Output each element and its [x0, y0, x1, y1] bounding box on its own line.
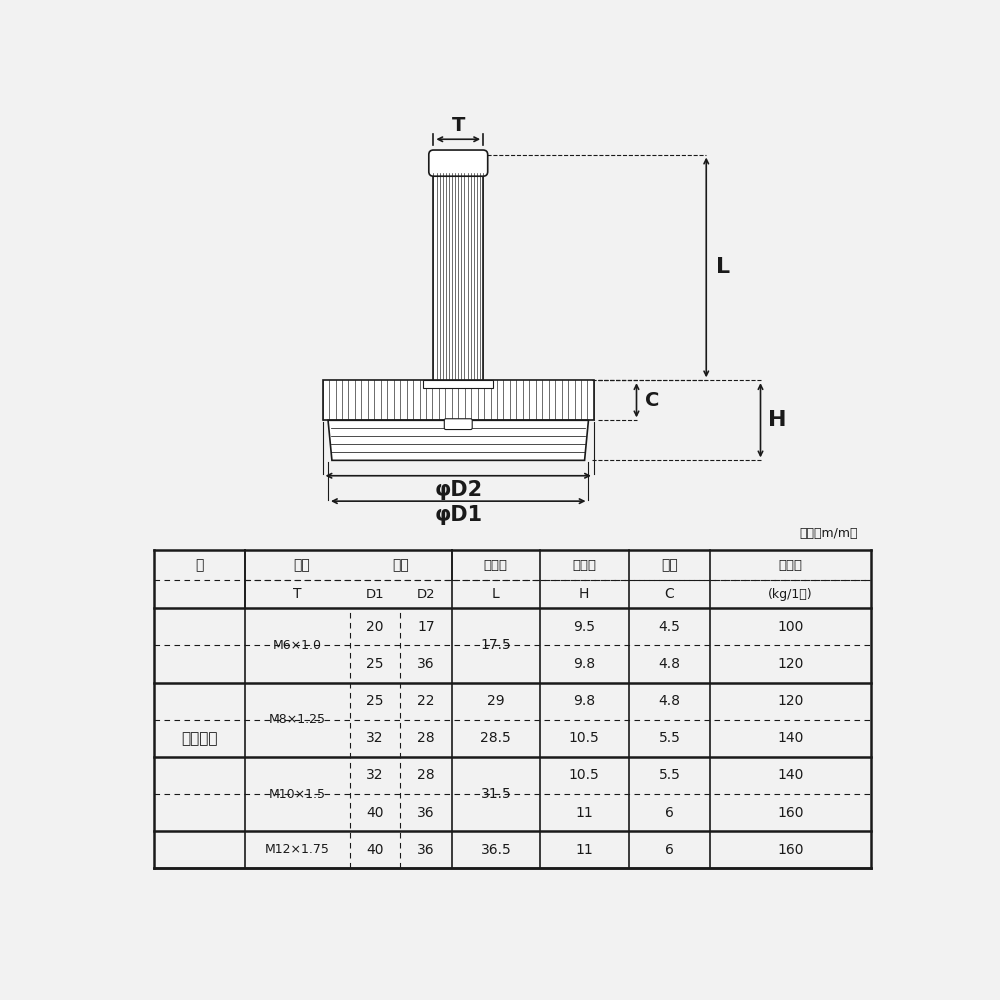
Text: 36: 36 — [417, 806, 435, 820]
Text: 140: 140 — [777, 731, 804, 745]
Text: 40: 40 — [366, 843, 384, 857]
Text: 160: 160 — [777, 806, 804, 820]
Text: L: L — [716, 257, 730, 277]
Text: 28: 28 — [417, 768, 435, 782]
Text: 31.5: 31.5 — [480, 787, 511, 801]
FancyBboxPatch shape — [429, 150, 488, 176]
Text: 単位（m/m）: 単位（m/m） — [799, 527, 857, 540]
Text: 20: 20 — [366, 620, 384, 634]
Text: 座径: 座径 — [393, 558, 409, 572]
Text: 160: 160 — [777, 843, 804, 857]
Text: φD1: φD1 — [434, 505, 482, 525]
Text: 40: 40 — [366, 806, 384, 820]
Text: ねじ長: ねじ長 — [484, 559, 508, 572]
Text: D1: D1 — [366, 588, 384, 601]
Text: M6×1.0: M6×1.0 — [273, 639, 322, 652]
Text: 5.5: 5.5 — [658, 731, 680, 745]
Text: L: L — [492, 587, 500, 601]
Text: D2: D2 — [417, 588, 435, 601]
Text: 100: 100 — [777, 620, 804, 634]
Text: 22: 22 — [417, 694, 435, 708]
Bar — [323, 380, 594, 420]
Text: 色: 色 — [196, 558, 204, 572]
Text: 36: 36 — [417, 657, 435, 671]
Text: φD2: φD2 — [434, 480, 482, 500]
Text: 9.8: 9.8 — [573, 694, 595, 708]
Text: T: T — [293, 587, 302, 601]
Text: M12×1.75: M12×1.75 — [265, 843, 330, 856]
Text: 120: 120 — [777, 694, 804, 708]
Text: (kg/1ケ): (kg/1ケ) — [768, 588, 813, 601]
Text: 6: 6 — [665, 806, 674, 820]
Text: 4.5: 4.5 — [658, 620, 680, 634]
Text: H: H — [768, 410, 787, 430]
Text: 6: 6 — [665, 843, 674, 857]
Text: 10.5: 10.5 — [569, 731, 600, 745]
Text: 9.5: 9.5 — [573, 620, 595, 634]
Text: 36.5: 36.5 — [480, 843, 511, 857]
Bar — [433, 172, 483, 380]
Polygon shape — [328, 420, 588, 460]
Text: 17: 17 — [417, 620, 435, 634]
Text: 11: 11 — [575, 843, 593, 857]
FancyBboxPatch shape — [444, 419, 472, 430]
Text: 軸径: 軸径 — [293, 558, 310, 572]
Text: C: C — [645, 391, 659, 410]
Text: 4.8: 4.8 — [658, 657, 680, 671]
Text: 耐荷重: 耐荷重 — [778, 559, 802, 572]
Text: 32: 32 — [366, 768, 384, 782]
Text: 座厚: 座厚 — [661, 558, 678, 572]
Bar — [423, 380, 493, 388]
Text: 25: 25 — [366, 657, 384, 671]
Text: M8×1.25: M8×1.25 — [269, 713, 326, 726]
Text: T: T — [452, 116, 465, 135]
Text: 29: 29 — [487, 694, 505, 708]
Text: 36: 36 — [417, 843, 435, 857]
Text: 4.8: 4.8 — [658, 694, 680, 708]
Text: 140: 140 — [777, 768, 804, 782]
Text: 取付高: 取付高 — [572, 559, 596, 572]
Text: 32: 32 — [366, 731, 384, 745]
Text: M10×1.5: M10×1.5 — [269, 788, 326, 801]
Text: ベージュ: ベージュ — [182, 731, 218, 746]
Text: 11: 11 — [575, 806, 593, 820]
Text: 25: 25 — [366, 694, 384, 708]
Text: 5.5: 5.5 — [658, 768, 680, 782]
Text: 9.8: 9.8 — [573, 657, 595, 671]
Text: 17.5: 17.5 — [480, 638, 511, 652]
Text: H: H — [579, 587, 589, 601]
Text: 10.5: 10.5 — [569, 768, 600, 782]
Text: 120: 120 — [777, 657, 804, 671]
Text: C: C — [665, 587, 674, 601]
Text: 28.5: 28.5 — [480, 731, 511, 745]
Text: 28: 28 — [417, 731, 435, 745]
